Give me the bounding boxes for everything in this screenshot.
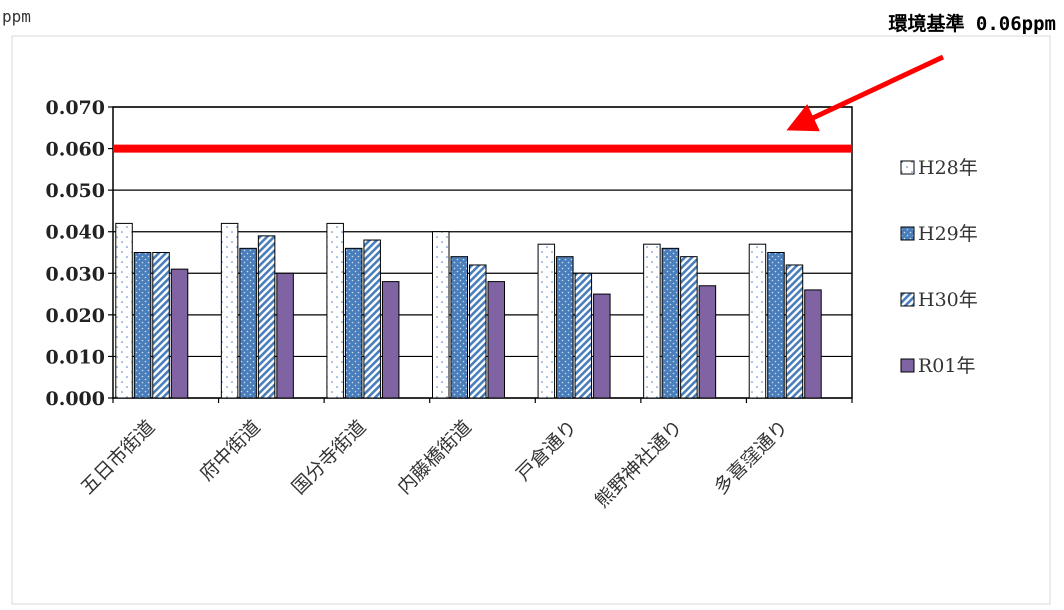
bar-H28年: [115, 222, 133, 399]
y-axis: 0.000 0.010 0.020 0.030 0.040 0.050 0.060 0.070: [46, 97, 113, 410]
bar-H29年: [133, 252, 152, 399]
legend: H28年 H29年 H30年 R01年: [900, 157, 978, 377]
y-tick-label: 0.030: [46, 263, 106, 285]
x-tick-label: 熊野神社通り: [591, 416, 687, 512]
x-tick-label: 多喜窪通り: [710, 416, 793, 499]
bar-H28年: [748, 243, 767, 399]
annotation-arrow: [786, 54, 945, 132]
y-tick-label: 0.070: [46, 97, 106, 119]
legend-swatch: [900, 160, 915, 175]
bar-R01年: [698, 285, 717, 399]
standard-annotation: 環境基準 0.06ppm: [888, 12, 1056, 35]
bar-H29年: [344, 247, 363, 399]
y-tick-label: 0.050: [46, 180, 106, 202]
x-tick-label: 内藤橋街道: [393, 416, 476, 499]
bar-H29年: [556, 256, 574, 399]
legend-swatch: [900, 358, 915, 373]
bar-H28年: [326, 222, 344, 399]
bar-H28年: [537, 243, 556, 399]
y-tick-label: 0.040: [46, 222, 106, 244]
plot-area: [112, 106, 853, 399]
legend-swatch: [900, 292, 915, 307]
bar-H28年: [643, 243, 661, 399]
legend-swatch: [900, 226, 915, 241]
bar-H30年: [785, 264, 804, 399]
bar-H30年: [574, 272, 593, 399]
bar-H30年: [257, 235, 276, 399]
legend-label: H29年: [918, 223, 978, 245]
legend-label: H30年: [918, 289, 978, 311]
bar-H29年: [239, 247, 257, 399]
y-tick-label: 0.020: [46, 305, 106, 327]
unit-label: ppm: [2, 7, 31, 26]
legend-label: H28年: [918, 157, 978, 179]
bar-H29年: [661, 247, 680, 399]
bar-R01年: [276, 272, 294, 399]
bar-R01年: [487, 281, 505, 399]
bar-R01年: [804, 289, 822, 399]
y-tick-label: 0.000: [46, 388, 106, 410]
x-tick-label: 国分寺街道: [288, 416, 371, 499]
bar-H28年: [220, 222, 239, 399]
bar-H29年: [767, 252, 785, 399]
bar-R01年: [593, 293, 611, 399]
bar-R01年: [381, 281, 400, 399]
y-tick-label: 0.060: [46, 139, 106, 161]
bar-H28年: [432, 231, 450, 399]
x-tick-label: 五日市街道: [77, 416, 160, 499]
bar-R01年: [170, 268, 189, 399]
x-axis: 五日市街道 府中街道 国分寺街道 内藤橋街道 戸倉通り 熊野神社通り 多喜窪通り: [77, 398, 853, 512]
bar-H30年: [469, 264, 487, 399]
bar-H30年: [363, 239, 381, 399]
y-tick-label: 0.010: [46, 346, 106, 368]
legend-label: R01年: [918, 355, 975, 377]
chart-frame: [11, 35, 1051, 605]
bar-H29年: [450, 256, 468, 399]
x-tick-label: 府中街道: [196, 416, 265, 485]
bar-H30年: [680, 256, 698, 399]
x-tick-label: 戸倉通り: [512, 416, 581, 485]
bar-H30年: [152, 252, 170, 399]
